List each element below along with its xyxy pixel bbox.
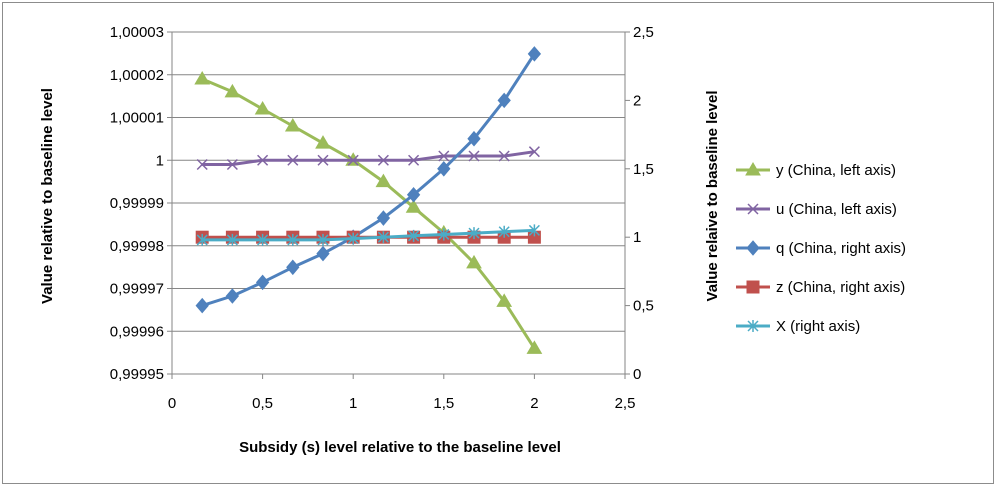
x-tick-label: 2 [530,395,538,412]
data-point [467,130,481,147]
data-point [196,233,208,246]
data-point [406,187,421,203]
data-point [226,158,238,171]
data-point [284,118,301,132]
y-left-tick-label: 0,99999 [110,195,164,212]
data-point [226,233,238,246]
y-left-tick-label: 1,00002 [110,67,164,84]
legend-label: z (China, right axis) [776,279,905,296]
data-point [287,233,299,246]
data-point [527,46,542,62]
data-point [317,233,329,246]
data-point [194,71,211,85]
data-point [438,228,450,241]
legend: y (China, left axis) u (China, left axis)… [736,162,906,335]
y-left-tick-label: 1 [156,152,164,169]
data-point [316,245,330,262]
data-point [438,150,450,162]
series-line [202,228,535,242]
y-right-tick-label: 2 [633,92,641,109]
legend-swatch-marker [745,162,761,176]
legend-item: y (China, left axis) [736,162,896,179]
data-point [528,224,540,237]
legend-swatch-marker [747,320,759,332]
data-point [377,231,389,244]
legend-item: u (China, left axis) [736,201,897,218]
data-point [526,340,543,354]
legend-item: X (right axis) [736,318,860,335]
data-point [287,154,299,166]
y-axis-right-title: Value relaive to baseline level [704,91,721,302]
data-point [315,135,331,149]
x-axis-title: Subsidy (s) level relative to the baseli… [239,439,561,456]
y-axis-left-title: Value relative to baseline level [39,88,56,304]
data-point [254,100,271,115]
y-left-tick-label: 1,00003 [110,24,164,41]
data-point [377,154,389,166]
data-point [497,92,511,109]
y-right-tick-label: 1,5 [633,161,654,178]
data-point [496,293,513,307]
y-left-tick-label: 0,99998 [110,238,164,255]
legend-label: y (China, left axis) [776,162,896,179]
data-point [347,232,359,245]
data-point [468,150,480,162]
y-left-tick-label: 0,99995 [110,366,164,383]
series-line [201,77,536,350]
data-point [225,288,240,304]
data-point [257,154,269,166]
x-tick-label: 2,5 [615,395,636,412]
axes [167,31,630,379]
series-u [196,146,540,171]
series-line [202,150,535,166]
data-point [286,259,300,276]
data-point [466,254,482,269]
y-left-tick-label: 0,99997 [110,281,164,298]
y-right-tick-label: 0,5 [633,298,654,315]
series-line [201,53,536,308]
data-point [498,150,510,162]
series-x [196,224,540,246]
y-right-tick-label: 1 [633,229,641,246]
data-point [375,173,392,188]
data-point [196,158,208,171]
data-point [317,154,329,166]
y-right-tick-label: 0 [633,366,641,383]
x-tick-label: 0,5 [252,395,273,412]
data-point [408,229,420,242]
legend-label: q (China, right axis) [776,240,906,257]
y-left-tick-label: 0,99996 [110,323,164,340]
legend-swatch-marker [747,203,759,215]
legend-item: q (China, right axis) [736,240,906,257]
legend-label: u (China, left axis) [776,201,897,218]
x-tick-label: 0 [168,395,176,412]
y-left-tick-label: 1,00001 [110,110,164,127]
legend-label: X (right axis) [776,318,860,335]
y-right-tick-label: 2,5 [633,24,654,41]
plot-series [194,46,543,354]
data-point [224,83,241,98]
x-tick-label: 1,5 [433,395,454,412]
data-point [498,225,510,238]
series-q [195,46,542,314]
gridlines [172,31,625,375]
legend-item: z (China, right axis) [736,279,905,296]
series-y [194,71,543,354]
data-point [347,154,359,166]
data-point [468,227,480,240]
data-point [195,297,209,314]
data-point [405,199,422,213]
legend-swatch-marker [746,280,760,294]
tick-labels: 0,99995 0,99996 0,99997 0,99998 0,99999 1 1,00… [110,24,654,412]
data-point [528,146,540,158]
data-point [437,161,451,177]
data-point [408,154,420,166]
legend-swatch-marker [746,240,760,256]
data-point [255,274,270,291]
data-point [376,210,391,226]
x-tick-label: 1 [349,395,357,412]
data-point [257,233,269,246]
